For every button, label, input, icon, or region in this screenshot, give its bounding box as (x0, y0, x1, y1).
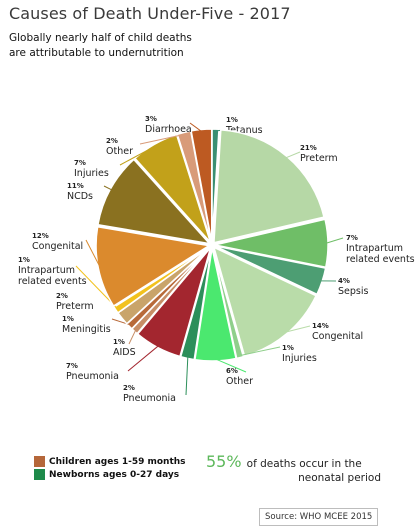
slice-percent-label-9: 1% (113, 338, 125, 346)
pie-slice-13 (95, 225, 212, 308)
slice-percent-label-7: 2% (123, 384, 135, 392)
slice-percent-label-8: 7% (66, 362, 78, 370)
slice-name-label-8: Pneumonia (66, 371, 119, 382)
pie-slice-4 (212, 245, 318, 357)
slice-name-label-4: Congenital (312, 331, 363, 342)
leader-line-17 (189, 122, 202, 132)
slice-percent-label-0: 1% (226, 116, 238, 124)
leader-line-5 (239, 346, 281, 357)
slice-name-label-13: Congenital (32, 241, 83, 252)
source-note: Source: WHO MCEE 2015 (259, 508, 379, 526)
neonatal-percent: 55% (206, 452, 242, 471)
legend-label-newborns: Newborns ages 0-27 days (49, 469, 180, 480)
pie-slice-2 (214, 218, 329, 269)
slice-name-label-10: Meningitis (62, 324, 111, 335)
slice-name-label-7: Pneumonia (123, 393, 176, 404)
leader-line-6 (215, 358, 247, 373)
slice-name-label-5: Injuries (282, 353, 317, 364)
slice-percent-label-2: 7% (346, 234, 358, 242)
slice-percent-label-15: 7% (74, 159, 86, 167)
slice-percent-label-5: 1% (282, 344, 294, 352)
pie-slice-12 (112, 246, 210, 314)
leader-line-8 (127, 345, 159, 372)
slice-name-label-12: Intrapartum related events (18, 265, 87, 287)
pie-slice-15 (133, 133, 212, 243)
legend-label-children: Children ages 1-59 months (49, 456, 186, 467)
leader-line-14 (103, 185, 113, 191)
neonatal-text-line-1: of deaths occur in the (246, 458, 362, 470)
leader-line-1 (285, 151, 301, 159)
slice-name-label-3: Sepsis (338, 286, 368, 297)
slice-name-label-17: Diarrhoea (145, 124, 192, 135)
subtitle: Globally nearly half of child deaths are… (9, 31, 269, 61)
legend-swatch-children (34, 456, 45, 467)
pie-slice-1 (213, 129, 325, 244)
slice-percent-label-10: 1% (62, 315, 74, 323)
slice-name-label-11: Preterm (56, 301, 94, 312)
slice-name-label-6: Other (226, 376, 253, 387)
pie-slice-8 (136, 247, 212, 358)
slice-percent-label-14: 11% (67, 182, 84, 190)
subtitle-line-2: are attributable to undernutrition (9, 47, 184, 59)
leader-line-15 (119, 145, 156, 166)
slice-percent-label-4: 14% (312, 322, 329, 330)
neonatal-text-line-2: neonatal period (298, 472, 381, 484)
page-title: Causes of Death Under-Five - 2017 (9, 4, 291, 23)
leader-line-10 (111, 318, 131, 326)
slice-name-label-16: Other (106, 146, 133, 157)
slice-name-label-1: Preterm (300, 153, 338, 164)
legend-swatch-newborns (34, 469, 45, 480)
slice-percent-label-13: 12% (32, 232, 49, 240)
slice-name-label-14: NCDs (67, 191, 93, 202)
slice-percent-label-16: 2% (106, 137, 118, 145)
slice-percent-label-17: 3% (145, 115, 157, 123)
legend-item-children: Children ages 1-59 months (34, 455, 186, 468)
leader-line-2 (325, 237, 344, 244)
pie-slice-17 (190, 128, 213, 243)
slice-percent-label-1: 21% (300, 144, 317, 152)
slice-name-label-15: Injuries (74, 168, 109, 179)
slice-percent-label-12: 1% (18, 256, 30, 264)
legend-item-newborns: Newborns ages 0-27 days (34, 468, 186, 481)
pie-slice-3 (214, 245, 327, 296)
leader-line-7 (185, 356, 189, 396)
slice-percent-label-11: 2% (56, 292, 68, 300)
neonatal-stat: 55% of deaths occur in the (206, 452, 362, 471)
slice-name-label-2: Intrapartum related events (346, 243, 415, 265)
slice-name-label-9: AIDS (113, 347, 136, 358)
leader-line-13 (85, 239, 101, 268)
slice-name-label-0: Tetanus (225, 125, 263, 136)
leader-line-4 (285, 325, 311, 333)
subtitle-line-1: Globally nearly half of child deaths (9, 32, 192, 44)
slice-percent-label-3: 4% (338, 277, 350, 285)
legend: Children ages 1-59 months Newborns ages … (34, 455, 186, 481)
leader-line-16 (139, 133, 185, 145)
slice-percent-label-6: 6% (226, 367, 238, 375)
leader-line-9 (128, 329, 137, 345)
